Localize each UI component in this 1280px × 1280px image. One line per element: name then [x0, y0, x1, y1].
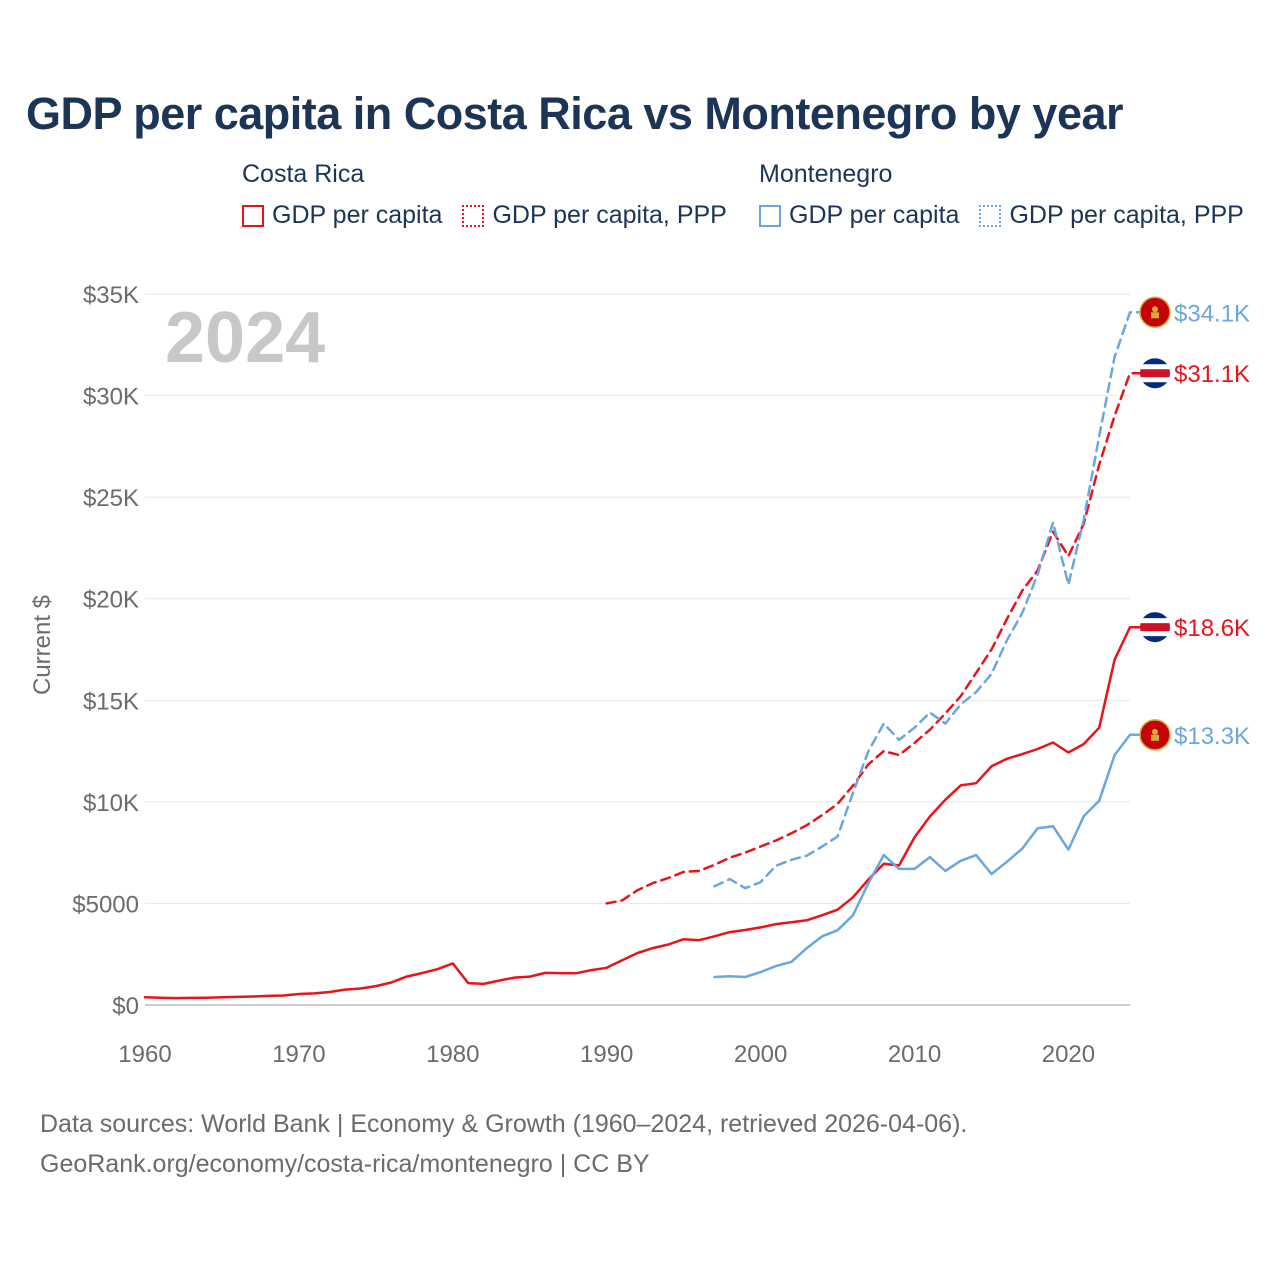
legend-item-montenegro-gdp[interactable]: GDP per capita: [759, 201, 959, 230]
x-tick-label: 2010: [888, 1041, 941, 1068]
year-watermark: 2024: [165, 298, 325, 378]
y-axis-label: Current $: [29, 595, 56, 695]
legend-label: GDP per capita, PPP: [1009, 201, 1244, 229]
x-tick-label: 2020: [1042, 1041, 1095, 1068]
y-tick-label: $0: [112, 993, 139, 1020]
x-tick-label: 1990: [580, 1041, 633, 1068]
flag-emblem: [1151, 312, 1159, 319]
legend-item-costa-rica-gdp-ppp[interactable]: GDP per capita, PPP: [462, 201, 727, 230]
footer: Data sources: World Bank | Economy & Gro…: [40, 1104, 967, 1184]
y-tick-label: $25K: [83, 485, 139, 512]
costa-rica-flag-icon: [1140, 612, 1170, 643]
legend-label: GDP per capita: [272, 201, 443, 229]
y-tick-label: $5000: [72, 891, 139, 918]
flag-emblem: [1152, 728, 1158, 735]
series-line-0: [143, 625, 1158, 1000]
legend-group-name: Costa Rica: [242, 160, 365, 188]
legend-swatch-dotted: [979, 204, 1002, 227]
legend-item-montenegro-gdp-ppp[interactable]: GDP per capita, PPP: [979, 201, 1244, 230]
legend-group-name: Montenegro: [759, 160, 893, 188]
end-value-label: $31.1K: [1174, 361, 1250, 388]
legend-group-costa-rica: Costa Rica GDP per capita GDP per capita…: [242, 160, 747, 230]
series-line-2: [713, 733, 1158, 979]
x-tick-label: 2000: [734, 1041, 787, 1068]
chart-title: GDP per capita in Costa Rica vs Monteneg…: [26, 88, 1124, 139]
legend-item-costa-rica-gdp[interactable]: GDP per capita: [242, 201, 442, 230]
y-tick-label: $15K: [83, 688, 139, 715]
end-value-label: $13.3K: [1174, 723, 1250, 750]
end-value-label: $18.6K: [1174, 615, 1250, 642]
costa-rica-flag-icon: [1140, 358, 1170, 389]
attribution-link[interactable]: GeoRank.org/economy/costa-rica/montenegr…: [40, 1150, 650, 1178]
y-tick-label: $35K: [83, 282, 139, 309]
legend-group-montenegro: Montenegro GDP per capita GDP per capita…: [759, 160, 1264, 230]
y-tick-label: $20K: [83, 587, 139, 614]
legend-swatch-dotted: [462, 204, 485, 227]
legend-label: GDP per capita: [789, 201, 960, 229]
data-source-note: Data sources: World Bank | Economy & Gro…: [40, 1110, 968, 1138]
x-tick-label: 1980: [426, 1041, 479, 1068]
series-line-1: [605, 371, 1158, 905]
legend-swatch-solid: [242, 204, 264, 227]
legend-swatch-solid: [759, 204, 781, 227]
y-tick-label: $10K: [83, 790, 139, 817]
flag-emblem: [1152, 306, 1158, 313]
end-value-label: $34.1K: [1174, 300, 1250, 327]
x-tick-label: 1970: [272, 1041, 325, 1068]
legend-label: GDP per capita, PPP: [492, 201, 727, 229]
y-tick-label: $30K: [83, 384, 139, 411]
x-tick-label: 1960: [118, 1041, 171, 1068]
series-line-3: [713, 311, 1158, 890]
flag-emblem: [1151, 734, 1159, 741]
line-chart: $0 $5000 $10K $15K $20K $25K $30K $35K 1960 1970 1…: [29, 282, 1250, 1068]
